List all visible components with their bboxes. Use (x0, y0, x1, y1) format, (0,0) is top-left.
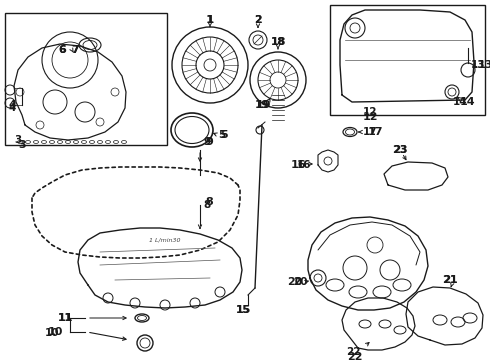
Text: 7: 7 (71, 45, 79, 55)
Text: 15: 15 (235, 305, 251, 315)
Text: 14: 14 (460, 97, 476, 107)
Text: 3: 3 (18, 140, 25, 150)
Text: 15: 15 (236, 305, 250, 315)
Text: 6: 6 (58, 45, 66, 55)
Text: 1 L/min30: 1 L/min30 (149, 238, 181, 243)
Text: 23: 23 (393, 145, 407, 155)
Text: 20: 20 (287, 277, 302, 287)
Text: 2: 2 (254, 15, 262, 25)
Text: 7: 7 (72, 45, 79, 55)
Text: 20: 20 (293, 277, 307, 287)
Text: 8: 8 (205, 197, 213, 207)
Text: 12: 12 (362, 112, 378, 122)
Text: 18: 18 (271, 37, 285, 47)
Text: 16: 16 (297, 160, 311, 170)
Text: 6: 6 (58, 45, 66, 55)
Text: 23: 23 (392, 145, 408, 155)
Text: 13: 13 (478, 60, 490, 70)
Text: 11: 11 (58, 313, 72, 323)
Bar (330, 5, 485, 115)
Text: 21: 21 (443, 275, 457, 285)
Text: 14: 14 (453, 97, 467, 107)
Text: 9: 9 (205, 137, 213, 147)
Text: 19: 19 (255, 100, 271, 110)
Text: 1: 1 (206, 15, 214, 25)
Text: 10: 10 (45, 328, 59, 338)
Text: 17: 17 (363, 127, 377, 137)
Text: 1: 1 (206, 15, 214, 25)
Bar (5, 13, 167, 145)
Text: 3: 3 (14, 135, 22, 145)
Text: 17: 17 (368, 127, 384, 137)
Text: 22: 22 (346, 347, 360, 357)
Text: 9: 9 (203, 137, 211, 147)
Text: 22: 22 (347, 352, 363, 360)
Text: 13: 13 (471, 60, 485, 70)
Text: 21: 21 (442, 275, 458, 285)
Text: 2: 2 (254, 15, 262, 25)
Text: 5: 5 (219, 130, 225, 140)
Text: 12: 12 (363, 107, 377, 117)
Text: 8: 8 (203, 200, 211, 210)
Text: 18: 18 (270, 37, 286, 47)
Text: 19: 19 (255, 100, 269, 110)
Text: 10: 10 (48, 327, 63, 337)
Text: 11: 11 (57, 313, 73, 323)
Text: 5: 5 (220, 130, 228, 140)
Text: 4: 4 (8, 103, 16, 113)
Text: 16: 16 (291, 160, 306, 170)
Text: 4: 4 (8, 100, 16, 110)
